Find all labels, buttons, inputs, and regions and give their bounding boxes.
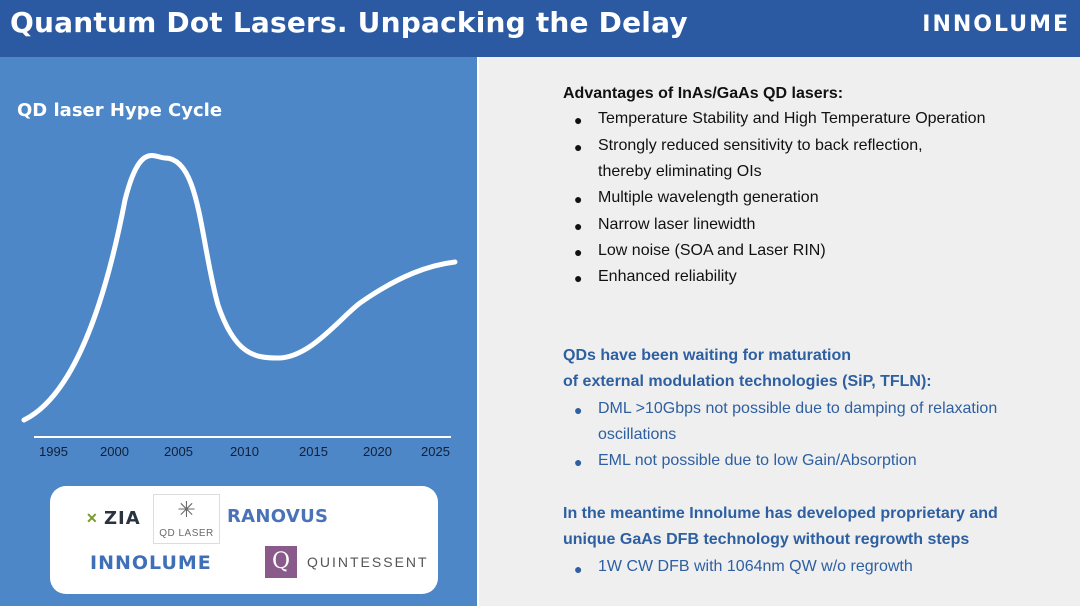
header-bar: Quantum Dot Lasers. Unpacking the Delay …: [0, 0, 1080, 57]
zia-logo: ✕ ZIA: [82, 504, 148, 532]
panel-divider: [477, 57, 479, 606]
hype-cycle-title: QD laser Hype Cycle: [17, 100, 223, 121]
quintessent-mark-icon: Q: [265, 546, 297, 578]
bullet-icon: ●: [574, 561, 583, 577]
year-label: 2005: [164, 444, 193, 459]
advantage-item: Low noise (SOA and Laser RIN): [598, 242, 826, 259]
zia-mark-icon: ✕: [86, 510, 98, 526]
meantime-heading: In the meantime Innolume has developed p…: [563, 505, 998, 522]
advantage-item-continued: thereby eliminating OIs: [598, 163, 762, 180]
bullet-icon: ●: [574, 402, 583, 418]
year-label: 2015: [299, 444, 328, 459]
bullet-icon: ●: [574, 270, 583, 286]
bullet-icon: ●: [574, 454, 583, 470]
year-label: 2000: [100, 444, 129, 459]
quintessent-logo: Q QUINTESSENT: [263, 545, 427, 579]
advantage-item: Strongly reduced sensitivity to back ref…: [598, 137, 923, 154]
meantime-heading-line2: unique GaAs DFB technology without regro…: [563, 531, 970, 548]
innolume-logo-small: INNOLUME: [84, 548, 220, 578]
bullet-icon: ●: [574, 244, 583, 260]
bullet-icon: ●: [574, 112, 583, 128]
hype-cycle-curve: [21, 153, 458, 423]
modulation-heading-line2: of external modulation technologies (SiP…: [563, 373, 932, 390]
qd-laser-logo: ✳ QD LASER: [153, 494, 220, 544]
modulation-heading: QDs have been waiting for maturation: [563, 347, 852, 364]
year-label: 1995: [39, 444, 68, 459]
modulation-item: DML >10Gbps not possible due to damping …: [598, 400, 998, 417]
starburst-icon: ✳: [177, 497, 196, 522]
meantime-item: 1W CW DFB with 1064nm QW w/o regrowth: [598, 558, 913, 575]
content-panel: [479, 57, 1080, 606]
hype-cycle-chart: [21, 153, 458, 438]
advantage-item: Multiple wavelength generation: [598, 189, 819, 206]
modulation-item: EML not possible due to low Gain/Absorpt…: [598, 452, 917, 469]
year-label: 2020: [363, 444, 392, 459]
slide-title: Quantum Dot Lasers. Unpacking the Delay: [10, 6, 688, 39]
modulation-item-continued: oscillations: [598, 426, 677, 443]
advantage-item: Enhanced reliability: [598, 268, 737, 285]
advantages-heading: Advantages of InAs/GaAs QD lasers:: [563, 85, 844, 102]
bullet-icon: ●: [574, 218, 583, 234]
year-label: 2025: [421, 444, 450, 459]
advantage-item: Narrow laser linewidth: [598, 216, 756, 233]
innolume-logo: INNOLUME: [922, 12, 1070, 37]
bullet-icon: ●: [574, 191, 583, 207]
year-label: 2010: [230, 444, 259, 459]
bullet-icon: ●: [574, 139, 583, 155]
ranovus-logo: RANOVUS: [225, 504, 329, 530]
advantage-item: Temperature Stability and High Temperatu…: [598, 110, 986, 127]
